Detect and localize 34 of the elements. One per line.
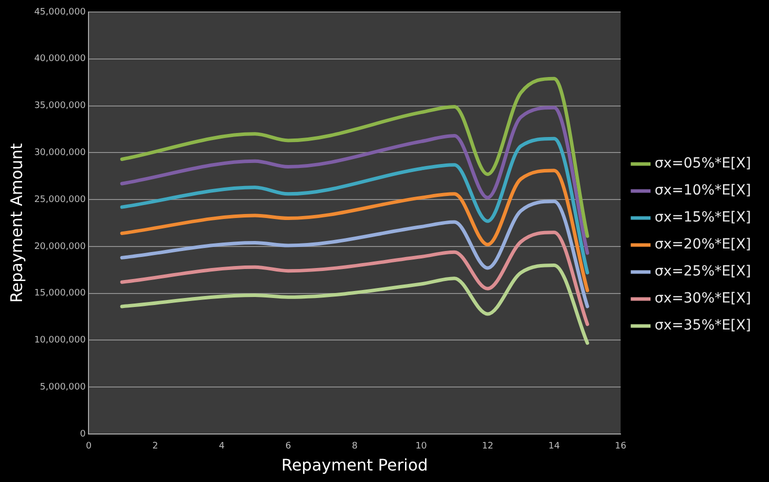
legend-label: σx=35%*E[X]: [654, 318, 752, 334]
y-tick-label: 10,000,000: [34, 336, 86, 346]
y-tick-label: 30,000,000: [34, 148, 86, 158]
legend-label: σx=05%*E[X]: [654, 156, 752, 172]
x-tick-label: 14: [548, 442, 560, 452]
x-tick-label: 8: [352, 442, 358, 452]
x-tick-label: 6: [285, 442, 292, 452]
y-tick-label: 5,000,000: [40, 382, 86, 392]
y-tick-label: 25,000,000: [34, 194, 86, 205]
line-series: [120, 136, 590, 274]
x-axis-title: Repayment Period: [281, 456, 428, 475]
y-tick-label: 35,000,000: [34, 101, 86, 112]
legend-label: σx=20%*E[X]: [654, 236, 752, 253]
y-tick-label: 0: [80, 429, 86, 440]
line-series: [120, 106, 590, 255]
x-tick-label: 2: [152, 442, 158, 452]
legend-label: σx=10%*E[X]: [654, 182, 752, 199]
legend-label: σx=15%*E[X]: [654, 210, 752, 226]
x-tick-label: 12: [482, 442, 494, 452]
y-tick-label: 45,000,000: [34, 7, 86, 18]
y-axis-title: Repayment Amount: [6, 143, 26, 303]
legend-label: σx=30%*E[X]: [654, 290, 752, 307]
line-series: [120, 263, 590, 345]
x-tick-label: 10: [415, 442, 428, 452]
y-tick-label: 40,000,000: [34, 54, 86, 64]
x-tick-label: 16: [614, 442, 627, 452]
line-series: [120, 200, 590, 308]
line-series: [120, 168, 590, 292]
legend-label: σx=25%*E[X]: [654, 264, 752, 280]
y-tick-label: 15,000,000: [34, 288, 86, 299]
x-tick-label: 4: [218, 442, 225, 452]
line-series: [120, 230, 590, 326]
line-series: [120, 76, 590, 238]
y-tick-label: 20,000,000: [34, 242, 86, 252]
